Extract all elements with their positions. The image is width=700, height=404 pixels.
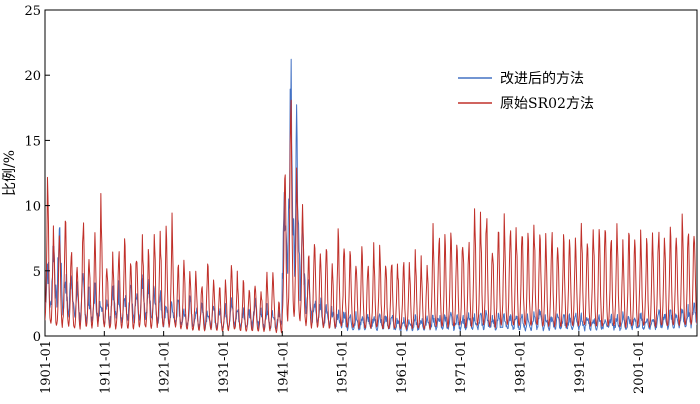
legend-label-original: 原始SR02方法 — [500, 96, 594, 112]
legend-label-improved: 改进后的方法 — [500, 71, 584, 87]
x-tick-label: 1961-01 — [395, 340, 410, 394]
series-line-improved — [45, 58, 697, 332]
x-tick-label: 1931-01 — [217, 340, 232, 394]
y-tick-label: 0 — [33, 330, 41, 345]
x-tick-label: 2001-01 — [632, 340, 647, 394]
y-tick-label: 25 — [24, 4, 41, 19]
x-tick-label: 1971-01 — [454, 340, 469, 394]
y-tick-label: 10 — [24, 200, 41, 215]
x-tick-label: 1921-01 — [158, 340, 173, 394]
y-axis: 0 5 10 15 20 25 — [24, 4, 50, 345]
series-layer — [45, 58, 697, 334]
y-tick-label: 15 — [24, 134, 41, 149]
series-line-original — [45, 99, 697, 334]
x-tick-label: 1941-01 — [276, 340, 291, 394]
x-tick-label: 1981-01 — [514, 340, 529, 394]
x-tick-label: 1991-01 — [573, 340, 588, 394]
x-tick-label: 1911-01 — [98, 340, 113, 394]
plot-area-frame — [44, 9, 698, 337]
x-tick-label: 1901-01 — [39, 340, 54, 394]
legend: 改进后的方法 原始SR02方法 — [458, 71, 594, 112]
y-axis-title: 比例/% — [2, 150, 18, 196]
y-tick-label: 20 — [24, 69, 41, 84]
x-axis: 1901-01 1911-01 1921-01 1931-01 1941-01 1951-… — [39, 331, 647, 394]
x-tick-label: 1951-01 — [336, 340, 351, 394]
y-tick-label: 5 — [33, 265, 41, 280]
